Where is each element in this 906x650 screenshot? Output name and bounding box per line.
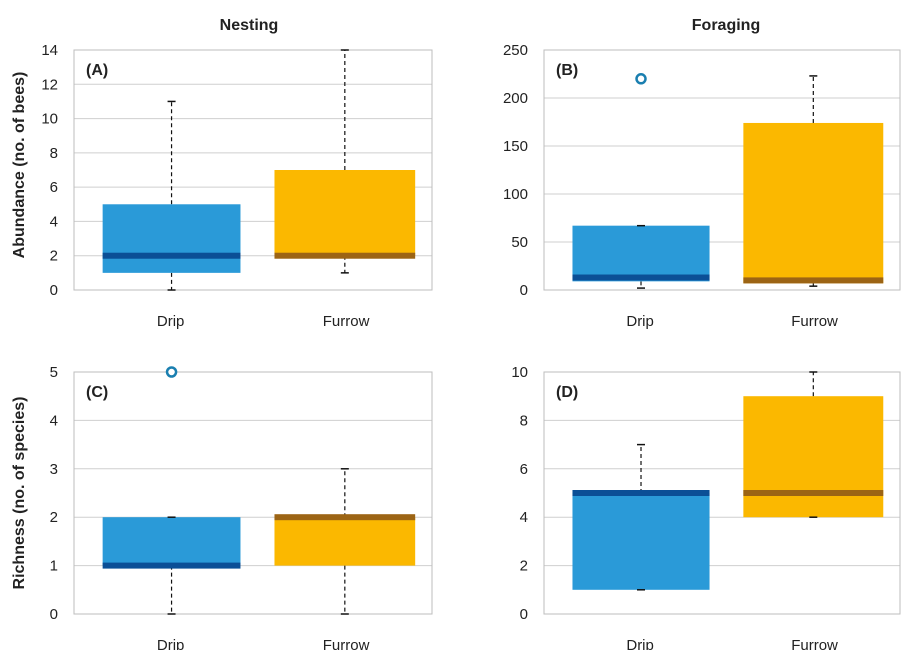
x-category-label: Drip [157, 637, 185, 650]
x-category-label: Drip [157, 313, 185, 330]
panel-d: 0 2 4 6 8 10 (D) Drip Furrow [511, 364, 901, 650]
furrow-median [274, 514, 416, 521]
drip-box [102, 517, 241, 566]
panel-label: (C) [86, 384, 108, 401]
y-tick-label: 8 [50, 145, 58, 162]
plot-area [543, 49, 901, 291]
drip-median [572, 274, 710, 281]
x-category-label: Furrow [323, 313, 370, 330]
y-tick-label: 4 [50, 412, 58, 429]
x-category-label: Drip [626, 637, 654, 650]
y-tick-label: 14 [41, 42, 58, 59]
y-tick-label: 100 [503, 186, 528, 203]
x-category-label: Drip [626, 313, 654, 330]
x-category-label: Furrow [323, 637, 370, 650]
panel-label: (B) [556, 62, 578, 79]
column-title-foraging: Foraging [692, 17, 760, 34]
furrow-median [743, 277, 884, 284]
drip-box [102, 204, 241, 273]
plot-area [543, 371, 901, 615]
plot-area [73, 49, 433, 291]
furrow-median [274, 252, 416, 259]
column-title-nesting: Nesting [220, 17, 279, 34]
furrow-box [274, 517, 416, 566]
y-tick-label: 0 [520, 282, 528, 299]
y-tick-label: 150 [503, 138, 528, 155]
panel-label: (A) [86, 62, 108, 79]
panel-a: 0 2 4 6 8 10 12 14 (A) Drip Furrow [41, 42, 433, 330]
y-tick-label: 6 [520, 461, 528, 478]
y-tick-label: 2 [520, 558, 528, 575]
y-tick-label: 10 [41, 111, 58, 128]
drip-box [572, 493, 710, 590]
x-category-label: Furrow [791, 313, 838, 330]
y-tick-label: 200 [503, 90, 528, 107]
panel-c: 0 1 2 3 4 5 (C) Drip Furrow [50, 364, 433, 650]
y-tick-label: 8 [520, 412, 528, 429]
y-tick-label: 0 [520, 606, 528, 623]
y-tick-label: 50 [511, 234, 528, 251]
y-tick-label: 0 [50, 282, 58, 299]
y-tick-label: 2 [50, 509, 58, 526]
y-axis-label-abundance: Abundance (no. of bees) [11, 72, 28, 259]
drip-median [102, 252, 241, 259]
y-tick-label: 3 [50, 461, 58, 478]
furrow-box [274, 170, 416, 256]
panel-label: (D) [556, 384, 578, 401]
drip-outlier-point [165, 366, 178, 378]
furrow-median [743, 490, 884, 496]
furrow-box [743, 122, 884, 284]
drip-outlier-point [635, 73, 647, 85]
drip-box [572, 225, 710, 282]
y-tick-label: 10 [511, 364, 528, 381]
y-tick-label: 2 [50, 248, 58, 265]
y-tick-label: 12 [41, 76, 58, 93]
y-tick-label: 5 [50, 364, 58, 381]
x-category-label: Furrow [791, 637, 838, 650]
y-axis-label-richness: Richness (no. of species) [11, 397, 28, 590]
drip-median [102, 562, 241, 569]
y-tick-label: 6 [50, 179, 58, 196]
y-tick-label: 4 [520, 509, 528, 526]
y-tick-label: 4 [50, 213, 58, 230]
y-tick-label: 250 [503, 42, 528, 59]
panel-b: 0 50 100 150 200 250 (B) Drip Furrow [503, 42, 901, 330]
y-tick-label: 0 [50, 606, 58, 623]
y-tick-label: 1 [50, 558, 58, 575]
furrow-box [743, 396, 884, 518]
plot-area [73, 371, 433, 615]
drip-median [572, 490, 710, 496]
